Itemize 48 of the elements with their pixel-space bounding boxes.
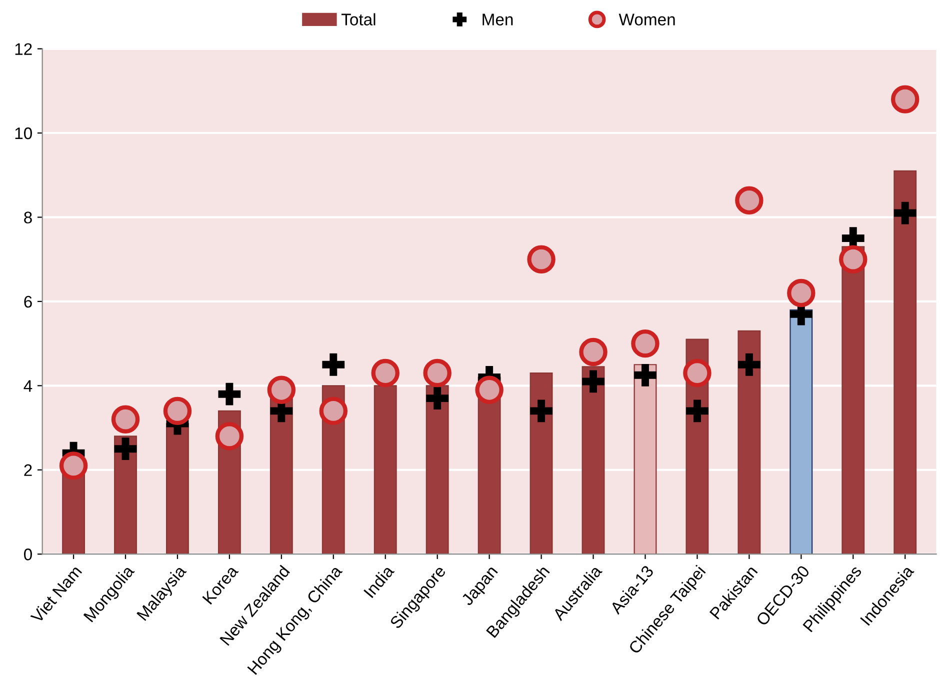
bar [738, 330, 761, 554]
y-tick-label: 12 [15, 43, 32, 55]
point [426, 387, 449, 410]
point [891, 85, 920, 114]
bar [270, 398, 293, 554]
point [738, 353, 760, 376]
bar [374, 385, 397, 554]
point [894, 202, 916, 224]
point [423, 358, 452, 388]
y-tick-label: 0 [24, 548, 32, 560]
point [735, 186, 764, 214]
point [530, 400, 552, 422]
point [114, 438, 137, 460]
legend-label: Total [341, 13, 376, 26]
point [631, 329, 660, 358]
point [59, 452, 88, 480]
point [527, 245, 556, 274]
point [839, 245, 868, 274]
bar [894, 170, 917, 554]
point [267, 376, 296, 404]
bar [790, 309, 813, 554]
legend-label: Women [618, 14, 675, 26]
bar [166, 423, 189, 554]
bar [530, 372, 553, 554]
bar [582, 366, 605, 554]
point [218, 382, 241, 406]
bar [634, 364, 657, 554]
legend-label: Men [482, 14, 513, 26]
bar [842, 246, 865, 554]
point [111, 405, 140, 434]
point [686, 400, 708, 422]
point [163, 396, 192, 426]
point [475, 376, 504, 404]
y-tick-label: 2 [24, 464, 32, 476]
y-tick-label: 8 [24, 212, 32, 224]
point [215, 422, 244, 450]
point [683, 358, 712, 388]
point [579, 338, 608, 366]
y-tick-label: 4 [24, 380, 32, 392]
point [319, 396, 348, 426]
point [582, 370, 604, 393]
point [634, 364, 656, 386]
y-tick-label: 6 [24, 296, 32, 308]
y-tick-label: 10 [15, 127, 32, 140]
point [371, 358, 400, 388]
bar [426, 385, 449, 554]
point [322, 353, 345, 376]
point [787, 278, 816, 308]
